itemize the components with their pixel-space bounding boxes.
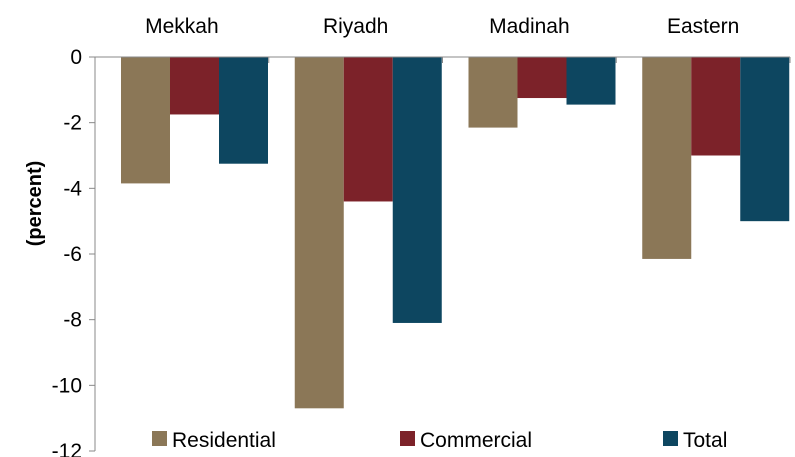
bar-total-riyadh: [392, 57, 442, 323]
bar-commercial-riyadh: [343, 57, 393, 202]
y-tick-label: -4: [63, 177, 82, 200]
legend-swatch: [152, 431, 167, 446]
legend-label: Residential: [172, 429, 276, 452]
category-labels: Mekkah Riyadh Madinah Eastern: [94, 15, 791, 63]
y-tick-label: -12: [52, 440, 82, 457]
category-label: Mekkah: [145, 15, 219, 38]
bar-residential-riyadh: [294, 57, 344, 409]
y-axis: 0 -2 -4 -6 -8 -10 -12: [52, 46, 96, 457]
bar-residential-eastern: [642, 57, 692, 259]
y-tick-label: -10: [52, 374, 82, 397]
y-tick-label: -2: [63, 112, 82, 135]
y-tick-label: -6: [63, 243, 82, 266]
category-label: Eastern: [667, 15, 739, 38]
bar-residential-madinah: [468, 57, 518, 128]
category-label: Madinah: [489, 15, 570, 38]
bar-total-madinah: [566, 57, 616, 105]
y-tick-label: -8: [63, 309, 82, 332]
bar-commercial-madinah: [517, 57, 567, 99]
bar-total-eastern: [740, 57, 790, 222]
bar-residential-mekkah: [121, 57, 170, 184]
bar-total-mekkah: [219, 57, 268, 164]
legend-label: Total: [683, 429, 727, 452]
legend-swatch: [400, 431, 415, 446]
y-axis-label: (percent): [24, 161, 46, 247]
legend-label: Commercial: [420, 429, 532, 452]
category-label: Riyadh: [323, 15, 388, 38]
y-tick-label: 0: [70, 46, 82, 69]
bar-commercial-mekkah: [170, 57, 219, 115]
legend: Residential Commercial Total: [152, 429, 727, 452]
bar-commercial-eastern: [691, 57, 741, 156]
legend-swatch: [663, 431, 678, 446]
bars: [121, 57, 790, 409]
